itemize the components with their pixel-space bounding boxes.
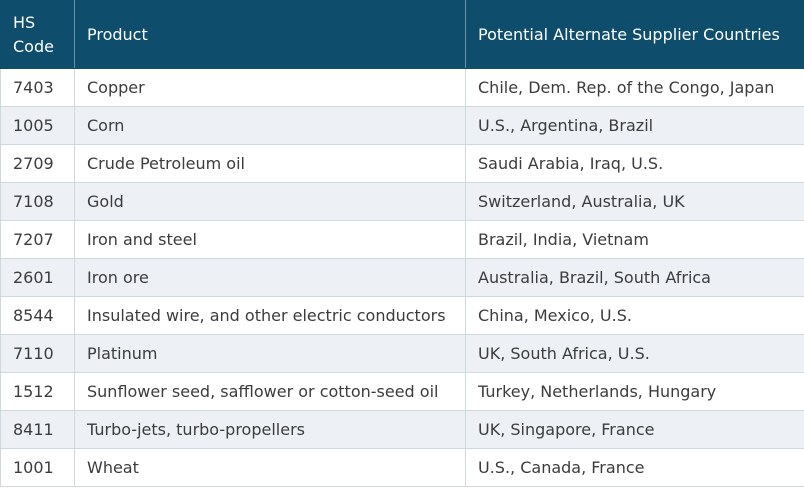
header-cell: HS Code — [0, 0, 75, 69]
table-cell: 7403 — [0, 68, 75, 107]
table-cell: 8544 — [0, 296, 75, 335]
table-cell: Sunflower seed, safflower or cotton-seed… — [74, 372, 466, 411]
table-cell: 2601 — [0, 258, 75, 297]
table-cell: Turbo-jets, turbo-propellers — [74, 410, 466, 449]
table-row: 2709 Crude Petroleum oil Saudi Arabia, Ira… — [0, 144, 804, 183]
table-row: 7110 Platinum UK, South Africa, U.S. — [0, 334, 804, 373]
table-cell: 8411 — [0, 410, 75, 449]
table-row: 7207 Iron and steel Brazil, India, Vietnam — [0, 220, 804, 259]
table-cell: Brazil, India, Vietnam — [465, 220, 804, 259]
table-cell: 1512 — [0, 372, 75, 411]
table-cell: Turkey, Netherlands, Hungary — [465, 372, 804, 411]
header-cell: Potential Alternate Supplier Countries — [465, 0, 804, 69]
table-cell: U.S., Argentina, Brazil — [465, 106, 804, 145]
table-cell: Copper — [74, 68, 466, 107]
table-cell: Wheat — [74, 448, 466, 487]
header-row: HS Code Product Potential Alternate Supp… — [0, 0, 804, 69]
table-row: 1005 Corn U.S., Argentina, Brazil — [0, 106, 804, 145]
table-cell: Corn — [74, 106, 466, 145]
table-cell: Iron and steel — [74, 220, 466, 259]
header-cell: Product — [74, 0, 466, 69]
table-cell: Saudi Arabia, Iraq, U.S. — [465, 144, 804, 183]
table-row: 1512 Sunflower seed, safflower or cotton-… — [0, 372, 804, 411]
table-row: 1001 Wheat U.S., Canada, France — [0, 448, 804, 487]
table-cell: 7207 — [0, 220, 75, 259]
table-row: 7108 Gold Switzerland, Australia, UK — [0, 182, 804, 221]
table-cell: Australia, Brazil, South Africa — [465, 258, 804, 297]
table-cell: 7108 — [0, 182, 75, 221]
table-row: 2601 Iron ore Australia, Brazil, South Afr… — [0, 258, 804, 297]
table-cell: 7110 — [0, 334, 75, 373]
table-cell: 1001 — [0, 448, 75, 487]
table-cell: 1005 — [0, 106, 75, 145]
table-row: 7403 Copper Chile, Dem. Rep. of the Congo,… — [0, 68, 804, 107]
table-cell: Iron ore — [74, 258, 466, 297]
table-cell: U.S., Canada, France — [465, 448, 804, 487]
table-cell: Chile, Dem. Rep. of the Congo, Japan — [465, 68, 804, 107]
table-cell: Gold — [74, 182, 466, 221]
table-cell: UK, South Africa, U.S. — [465, 334, 804, 373]
table-cell: China, Mexico, U.S. — [465, 296, 804, 335]
table-cell: Switzerland, Australia, UK — [465, 182, 804, 221]
table-body: 7403 Copper Chile, Dem. Rep. of the Congo,… — [0, 68, 804, 487]
table-cell: Insulated wire, and other electric condu… — [74, 296, 466, 335]
table-row: 8544 Insulated wire, and other electric c… — [0, 296, 804, 335]
table-header: HS Code Product Potential Alternate Supp… — [0, 0, 804, 69]
table-cell: 2709 — [0, 144, 75, 183]
table-row: 8411 Turbo-jets, turbo-propellers UK, Sing… — [0, 410, 804, 449]
table-cell: Crude Petroleum oil — [74, 144, 466, 183]
table-cell: UK, Singapore, France — [465, 410, 804, 449]
table-cell: Platinum — [74, 334, 466, 373]
